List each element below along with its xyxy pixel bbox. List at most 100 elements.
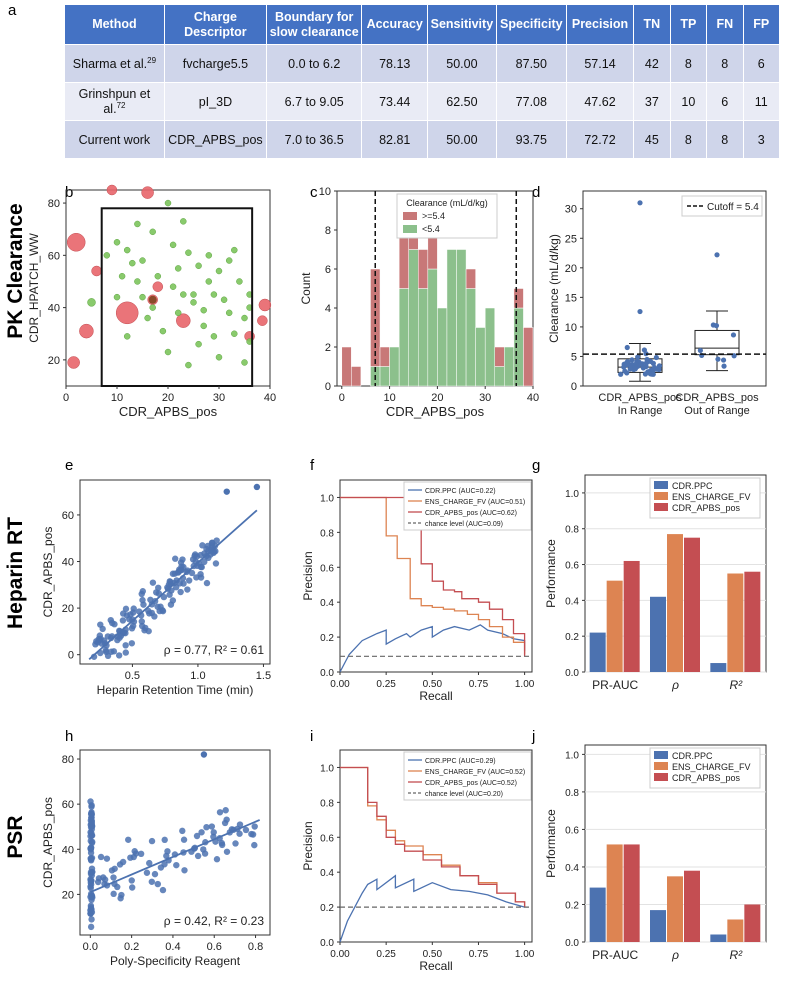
x-tick-label: 20	[162, 392, 174, 404]
data-point	[110, 874, 117, 881]
plot-frame	[339, 479, 533, 673]
panel-letter-c: c	[310, 184, 318, 201]
green-point	[231, 246, 238, 254]
x-tick-label: 1.0	[190, 670, 205, 682]
bar	[710, 934, 727, 942]
green-point	[113, 239, 121, 246]
specificity-cell: 77.08	[495, 82, 567, 121]
green-point	[103, 252, 111, 259]
green-point	[210, 333, 218, 340]
green-point	[200, 322, 207, 330]
bar	[650, 596, 666, 672]
sensitivity-cell: 62.50	[427, 82, 497, 121]
green-point	[215, 354, 223, 361]
header-cell: Specificity	[495, 4, 567, 45]
data-point	[88, 803, 95, 810]
legend-label: ENS_CHARGE_FV (AUC=0.51)	[425, 499, 525, 506]
citation-ref: 29	[147, 55, 157, 65]
jitter-point	[649, 371, 655, 377]
data-point	[218, 841, 226, 849]
legend: Clearance (mL/d/kg) >=5.4 <5.4	[396, 193, 498, 239]
hist-bar-low	[379, 366, 390, 387]
data-point	[212, 560, 220, 567]
data-point	[87, 798, 94, 805]
green-point	[210, 291, 218, 298]
green-point	[164, 348, 172, 356]
data-point	[159, 607, 167, 615]
y-tick-label: 20	[62, 889, 74, 901]
hist-bar-high	[379, 346, 390, 367]
y-tick-label: 80	[48, 198, 60, 210]
x-axis-label: Recall	[419, 959, 452, 973]
specificity-cell: 93.75	[495, 120, 567, 159]
data-point	[149, 579, 157, 586]
bar	[606, 844, 623, 942]
x-category-label: CDR_APBS_pos	[598, 392, 682, 404]
data-point	[131, 848, 138, 855]
hist-bar-high	[398, 229, 409, 289]
y-tick-label: 60	[48, 250, 60, 262]
y-tick-label: 0.4	[565, 863, 579, 874]
green-point	[174, 265, 182, 272]
x-tick-label: 30	[213, 392, 225, 404]
y-tick-label: 0.0	[320, 668, 334, 679]
data-point	[193, 832, 201, 840]
data-point	[167, 601, 175, 608]
y-tick-label: 0	[571, 381, 577, 393]
fn-cell: 8	[706, 44, 744, 83]
red-point	[79, 323, 94, 339]
panel-letter-j: j	[532, 728, 536, 745]
y-tick-label: 0.6	[565, 561, 579, 572]
bar	[684, 537, 700, 672]
green-point	[139, 257, 146, 264]
green-point	[215, 267, 223, 275]
y-tick-label: 0.2	[320, 903, 334, 914]
red-point	[67, 356, 80, 369]
fp-cell: 3	[742, 120, 781, 159]
x-category-label: PR-AUC	[592, 948, 638, 962]
y-tick-label: 25	[565, 233, 577, 245]
data-point	[179, 827, 186, 835]
data-point	[208, 542, 216, 549]
panel-letter-i: i	[310, 728, 314, 745]
jitter-point	[720, 357, 727, 363]
y-tick-label: 0.8	[320, 798, 334, 809]
x-axis-label: Heparin Retention Time (min)	[97, 683, 254, 697]
jitter-point	[644, 356, 650, 363]
y-tick-label: 40	[62, 557, 74, 569]
bar	[650, 910, 666, 942]
table-row: Current work CDR_APBS_pos 7.0 to 36.5 82…	[64, 120, 781, 159]
hist-bar-low	[494, 366, 505, 387]
y-axis-label: Clearance (mL/d/kg)	[547, 234, 561, 343]
green-point	[118, 272, 126, 280]
data-point	[203, 545, 210, 553]
data-point	[108, 648, 115, 655]
jitter-point	[710, 322, 716, 328]
bar	[744, 571, 761, 672]
hist-bar-low	[484, 307, 496, 387]
y-tick-label: 0.6	[320, 563, 334, 574]
stats-annotation: ρ = 0.77, R² = 0.61	[164, 643, 265, 657]
pr-curve	[340, 766, 526, 908]
jitter-point	[653, 354, 659, 361]
hist-bar-low	[475, 327, 486, 387]
cutoff-box	[100, 207, 254, 387]
tn-cell: 42	[633, 44, 671, 83]
data-point	[213, 537, 220, 544]
data-point	[108, 619, 116, 627]
x-tick-label: 0.75	[469, 949, 489, 960]
green-point	[164, 199, 172, 207]
green-point	[169, 241, 177, 249]
green-point	[134, 220, 141, 228]
green-point	[190, 299, 197, 306]
data-point	[137, 850, 145, 858]
data-point	[140, 601, 147, 608]
green-point	[241, 314, 248, 322]
x-tick-label: 0.00	[330, 679, 350, 690]
red-point	[141, 186, 154, 199]
hist-bar-low	[456, 249, 467, 387]
data-point	[103, 648, 110, 656]
data-point	[88, 916, 95, 923]
data-point	[253, 483, 261, 491]
